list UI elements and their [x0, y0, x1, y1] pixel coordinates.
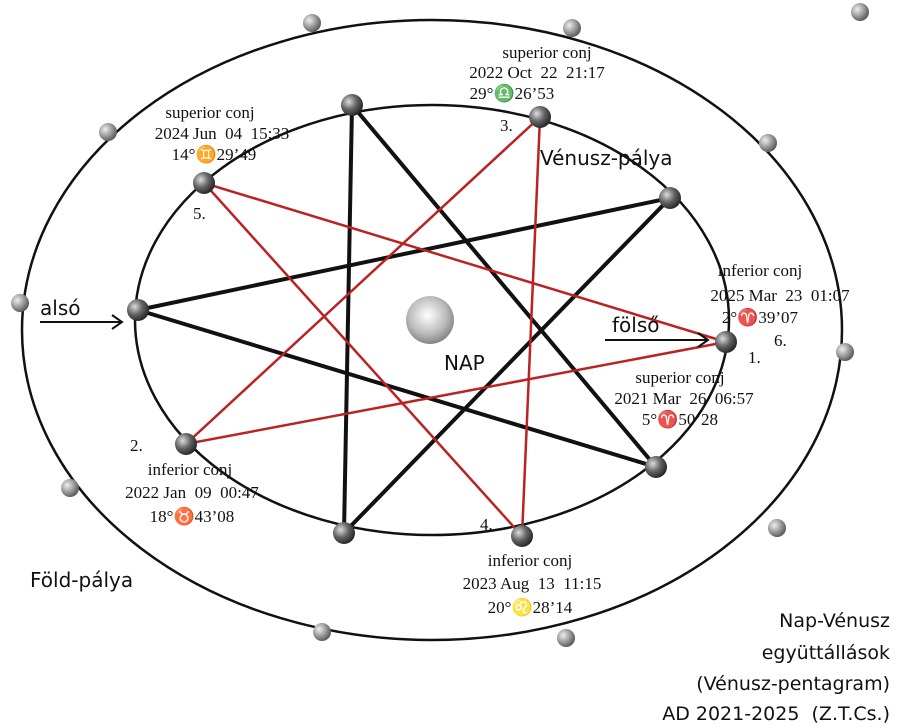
- date: 2021 Mar 26 06:57: [614, 389, 754, 408]
- upper-label: fölső: [612, 313, 660, 337]
- date: 2022 Oct 22 21:17: [469, 63, 605, 82]
- position: 29°♎26’53: [470, 83, 555, 103]
- caption-line: AD 2021-2025 (Z.T.Cs.): [662, 703, 890, 725]
- number: 4.: [480, 515, 493, 534]
- conjunction-labels: superior conj 2022 Oct 22 21:17 29°♎26’5…: [125, 43, 850, 617]
- number: 1.: [748, 348, 761, 367]
- number: 3.: [500, 116, 513, 135]
- diagram: Vénusz-pálya Föld-pálya alsó fölső NAP s…: [0, 0, 898, 727]
- position: 20°♌28’14: [488, 597, 573, 617]
- position: 18°♉43’08: [150, 506, 235, 526]
- caption-line: Nap-Vénusz: [779, 610, 890, 632]
- caption: Nap-Vénusz együttállások (Vénusz-pentagr…: [662, 610, 890, 725]
- sun-label: NAP: [444, 351, 485, 375]
- caption-line: együttállások: [762, 642, 890, 664]
- kind: superior conj: [165, 103, 254, 122]
- sun: [406, 296, 454, 344]
- earth-orbit-label: Föld-pálya: [30, 568, 133, 592]
- position: 2°♈39’07: [722, 307, 799, 327]
- position: 14°♊29’49: [172, 144, 257, 164]
- date: 2023 Aug 13 11:15: [463, 574, 602, 593]
- position: 5°♈50’28: [642, 409, 718, 429]
- kind: inferior conj: [718, 261, 803, 280]
- number: 5.: [193, 204, 206, 223]
- kind: inferior conj: [148, 460, 233, 479]
- number: 6.: [774, 331, 787, 350]
- kind: superior conj: [635, 368, 724, 387]
- date: 2022 Jan 09 00:47: [125, 483, 259, 502]
- date: 2025 Mar 23 01:07: [710, 286, 850, 305]
- kind: superior conj: [502, 43, 591, 62]
- kind: inferior conj: [488, 551, 573, 570]
- caption-line: (Vénusz-pentagram): [696, 673, 890, 695]
- date: 2024 Jun 04 15:33: [155, 124, 290, 143]
- venus-orbit-label: Vénusz-pálya: [540, 146, 673, 170]
- number: 2.: [130, 436, 143, 455]
- lower-label: alsó: [40, 296, 80, 320]
